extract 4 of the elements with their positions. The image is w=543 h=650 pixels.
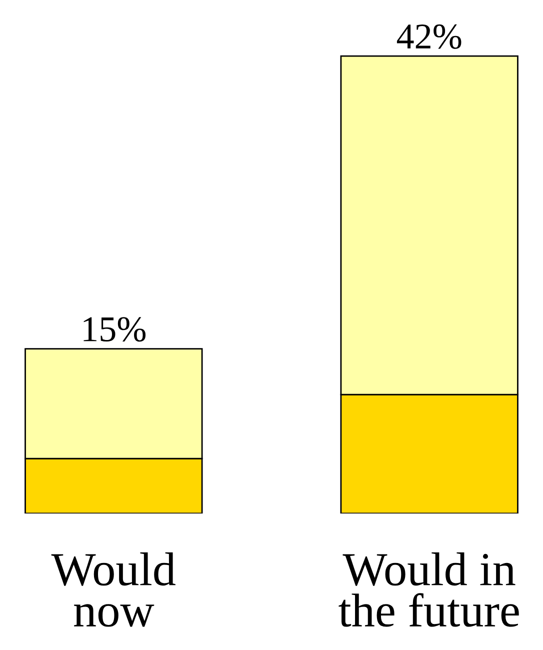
x-tick-label: Would in the future bbox=[338, 552, 519, 627]
annotation: 15% bbox=[84, 317, 146, 342]
x-tick-label: Would now bbox=[51, 552, 176, 627]
annotation: 42% bbox=[396, 24, 462, 49]
